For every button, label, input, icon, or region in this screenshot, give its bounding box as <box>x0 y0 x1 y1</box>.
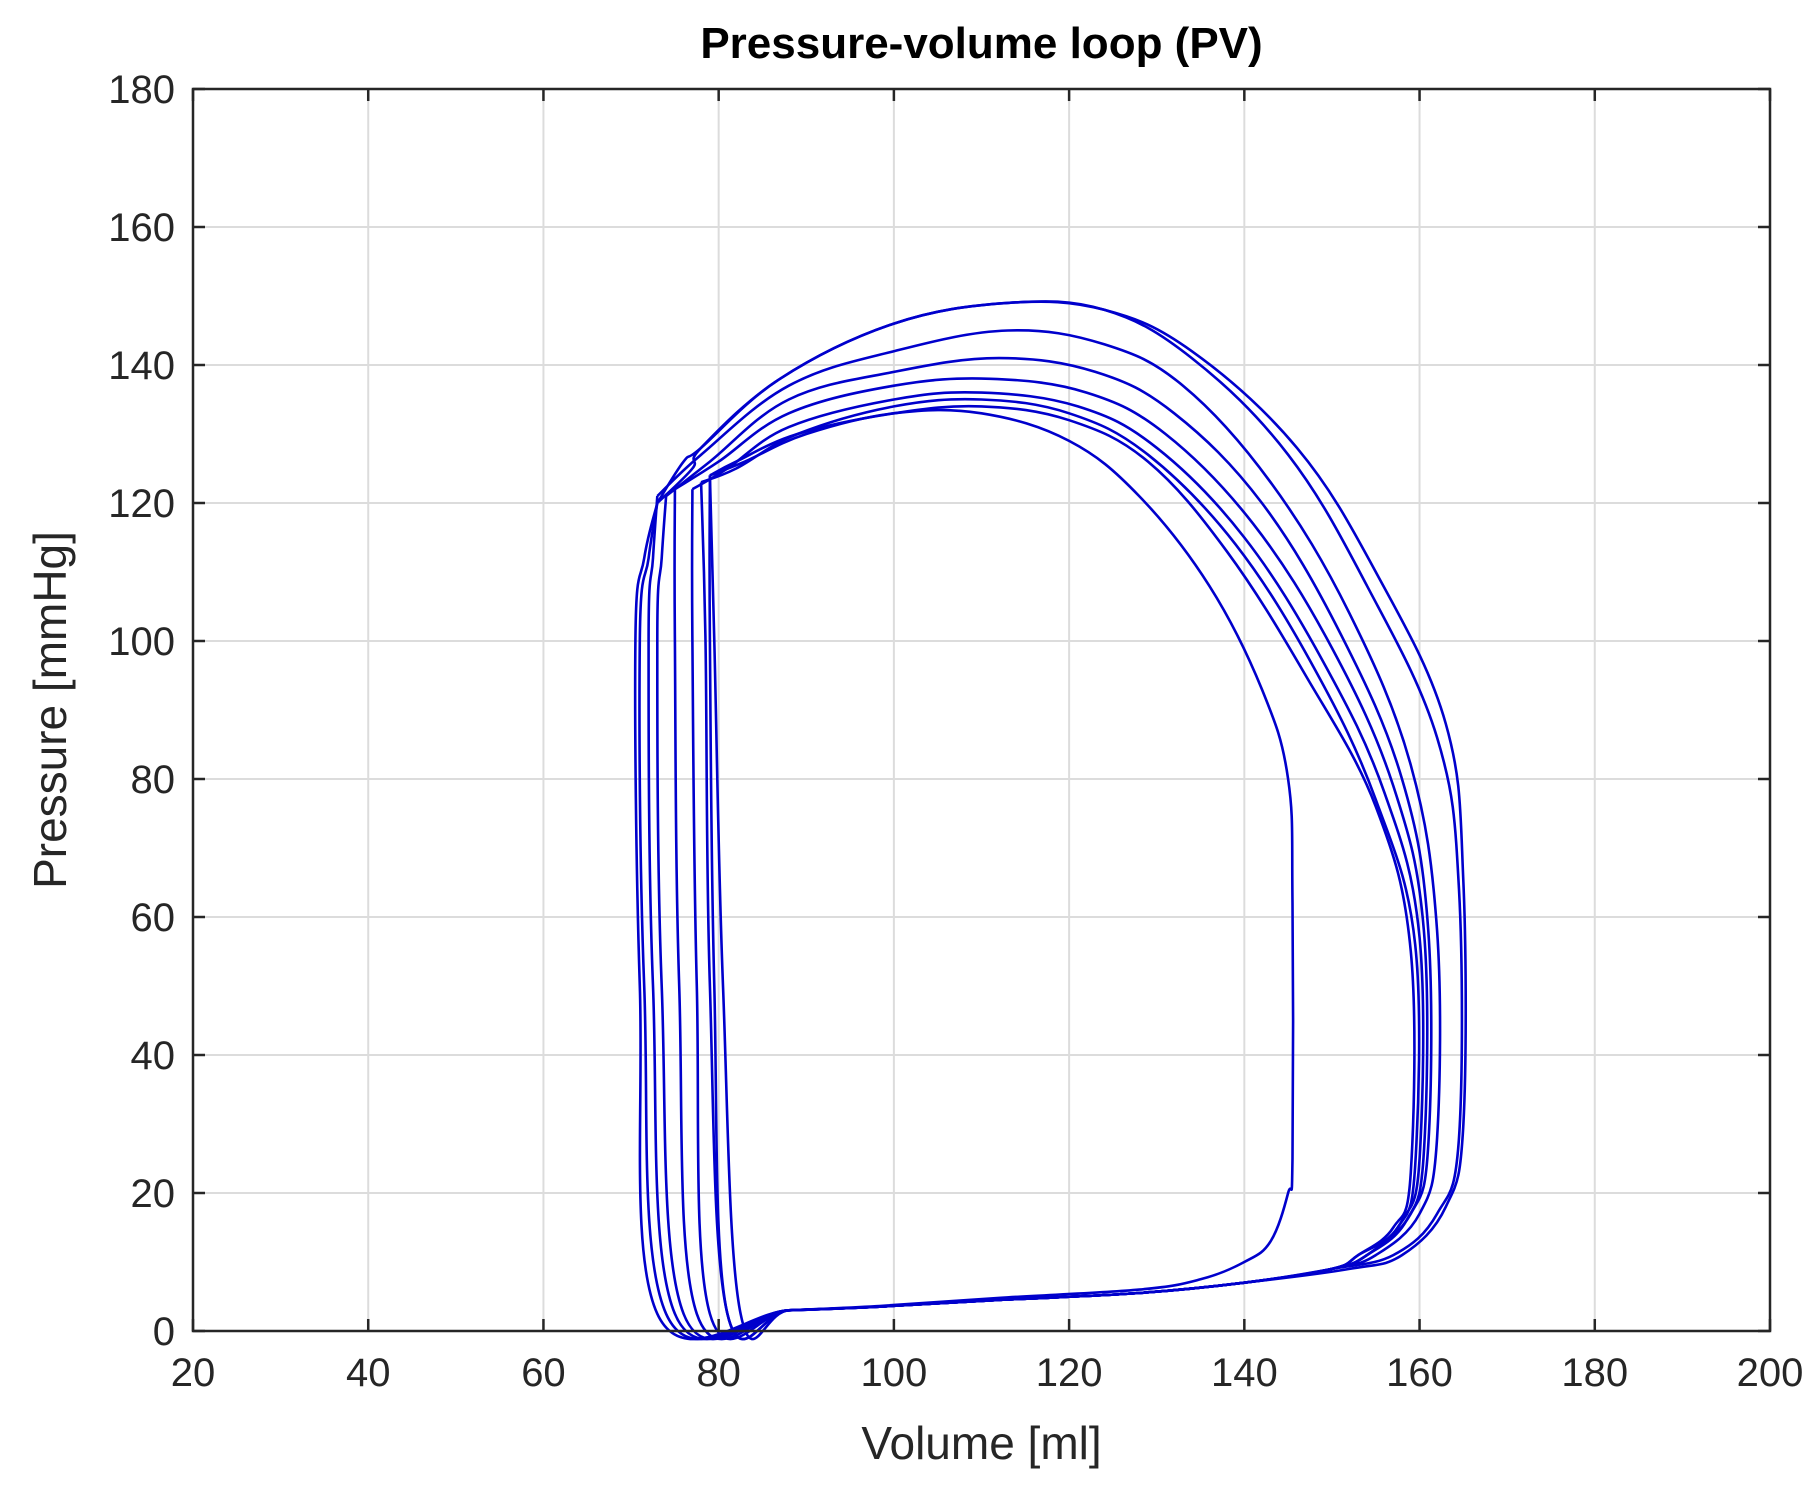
loop-series <box>633 300 1468 1341</box>
y-axis-title: Pressure [mmHg] <box>24 531 76 889</box>
x-tick-label: 140 <box>1211 1351 1278 1395</box>
y-tick-label: 40 <box>131 1034 176 1078</box>
pv-loop-line <box>638 300 1464 1341</box>
x-tick-label: 80 <box>696 1351 741 1395</box>
y-tick-label: 160 <box>108 206 175 250</box>
x-tick-label: 180 <box>1561 1351 1628 1395</box>
x-tick-label: 20 <box>171 1351 216 1395</box>
axis-ticks: 20 40 60 80 100 120 140 160 180 20002040608010012… <box>108 68 1803 1395</box>
x-tick-label: 160 <box>1386 1351 1453 1395</box>
pv-loop-line <box>633 300 1468 1341</box>
x-tick-label: 60 <box>521 1351 566 1395</box>
pv-loop-line <box>655 356 1433 1341</box>
pv-loop-line <box>708 408 1295 1341</box>
pv-loop-line <box>690 390 1425 1341</box>
y-tick-label: 20 <box>131 1172 176 1216</box>
plot-area-border <box>191 87 1772 1333</box>
x-tick-label: 200 <box>1737 1351 1804 1395</box>
x-tick-label: 120 <box>1036 1351 1103 1395</box>
pv-loop-line <box>708 404 1416 1341</box>
y-tick-label: 0 <box>153 1310 175 1354</box>
grid <box>192 88 1771 1332</box>
x-tick-label: 40 <box>346 1351 391 1395</box>
pv-loop-line <box>673 377 1429 1341</box>
pv-loop-line <box>699 397 1421 1341</box>
pv-loop-line <box>647 329 1442 1341</box>
x-tick-label: 100 <box>861 1351 928 1395</box>
y-tick-label: 120 <box>108 482 175 526</box>
y-tick-label: 180 <box>108 68 175 112</box>
x-axis-title: Volume [ml] <box>861 1417 1101 1469</box>
y-tick-label: 140 <box>108 344 175 388</box>
y-tick-label: 60 <box>131 896 176 940</box>
y-tick-label: 100 <box>108 620 175 664</box>
chart-title: Pressure-volume loop (PV) <box>700 19 1262 68</box>
y-tick-label: 80 <box>131 758 176 802</box>
